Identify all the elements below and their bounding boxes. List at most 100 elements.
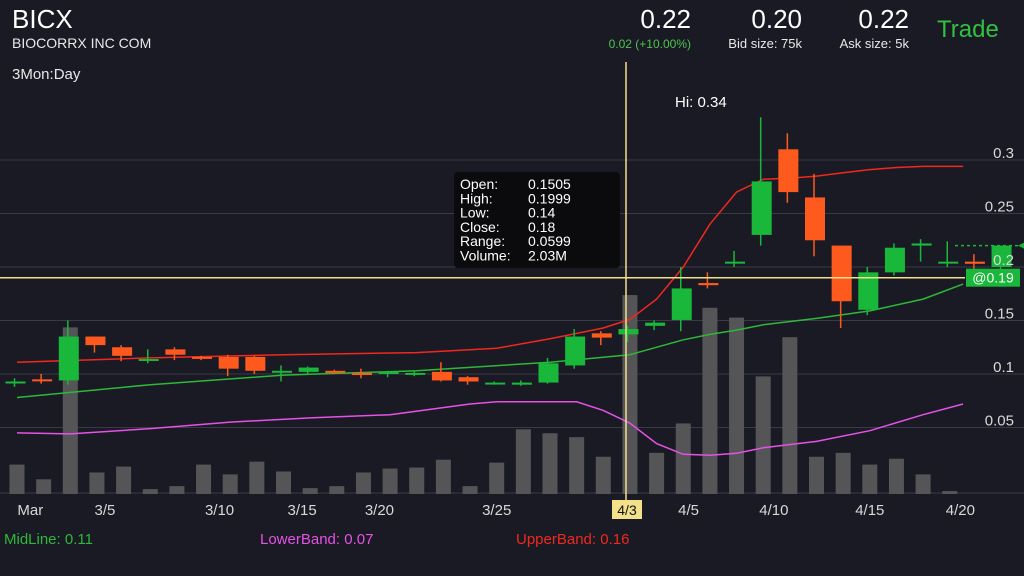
trade-button[interactable]: Trade [937, 16, 999, 43]
lowerband-line [16, 401, 964, 457]
y-tick-label: 0.1 [993, 359, 1014, 376]
crosshair-date-label: 4/3 [617, 502, 637, 518]
last-price-arrow [1018, 242, 1024, 249]
volume-bar [888, 458, 904, 494]
y-tick-label: 0.25 [985, 199, 1014, 216]
last-price-marker [955, 242, 1024, 249]
volume-bar [595, 456, 611, 494]
candle-body [858, 272, 879, 310]
midline-line [16, 283, 964, 399]
x-tick-label: 3/20 [365, 502, 394, 519]
crosshair-date-box [612, 500, 642, 519]
volume-bar [142, 489, 158, 494]
candle-body [751, 181, 772, 235]
bid-size: Bid size: 75k [728, 36, 802, 51]
period-label[interactable]: 3Mon:Day [12, 66, 81, 83]
volume-bar [702, 307, 718, 494]
volume-bar [222, 474, 238, 494]
volume-bar [36, 479, 52, 494]
tooltip-label: Volume: [460, 248, 511, 264]
crosshair-price-label: @0.19 [972, 270, 1014, 286]
ohlc-tooltip: Open: 0.1505 High: 0.1999 Low: 0.14 Close: 0.18… [454, 172, 620, 268]
candle-body [245, 356, 266, 371]
candle-body [884, 247, 905, 273]
tooltip-value: 2.03M [528, 248, 567, 264]
ask-price: 0.22 [858, 4, 909, 34]
tooltip-value: 0.18 [528, 219, 555, 235]
tooltip-value: 0.1505 [528, 176, 571, 192]
candle-body [698, 283, 719, 286]
volume-bar [276, 471, 291, 494]
x-tick-label: 3/15 [288, 502, 317, 519]
candle-body [511, 382, 532, 385]
high-marker-label: Hi: 0.34 [675, 94, 727, 111]
candle-body [58, 336, 79, 381]
volume-bar [329, 486, 345, 494]
candle-body [218, 356, 239, 369]
candle-body [85, 336, 106, 346]
candle-body [831, 245, 852, 302]
y-tick-label: 0.15 [985, 306, 1014, 323]
x-tick-label: Mar [17, 502, 43, 519]
price-change: 0.02 (+10.00%) [608, 37, 691, 51]
volume-bar [435, 459, 451, 494]
volume-bar [915, 474, 931, 494]
volume-bar [755, 376, 771, 494]
volume-bar [675, 423, 691, 494]
volume-bar [782, 337, 798, 494]
tooltip-label: Range: [460, 233, 505, 249]
last-price: 0.22 [640, 4, 691, 34]
volume-bar [196, 464, 212, 494]
volume-bar [569, 437, 585, 494]
candle-body [645, 322, 666, 326]
y-tick-label: 0.3 [993, 145, 1014, 162]
candle-body [591, 333, 612, 338]
volume-bar [809, 456, 824, 494]
candle-body [32, 379, 53, 382]
bid-price: 0.20 [751, 4, 802, 34]
volume-bar [622, 295, 638, 494]
crosshair-price-box [966, 268, 1020, 287]
ticker-symbol: BICX [12, 4, 73, 34]
candle-body [138, 359, 159, 362]
candle-body [671, 288, 692, 320]
candle-body [618, 329, 639, 335]
candle-body [112, 347, 133, 356]
candle-body [325, 370, 346, 373]
volume-bar [542, 433, 558, 494]
tooltip-background [454, 172, 620, 268]
ask-size: Ask size: 5k [839, 36, 909, 51]
y-tick-label: 0.2 [993, 252, 1014, 269]
volume-bar [489, 462, 505, 494]
tooltip-value: 0.0599 [528, 233, 571, 249]
volume-bar [942, 491, 958, 494]
candle-body [5, 381, 26, 384]
bands [16, 165, 964, 457]
volume-bar [302, 488, 318, 494]
volume-bar [515, 429, 531, 494]
candle-body [778, 149, 799, 193]
candle-body [805, 197, 825, 241]
tooltip-label: Low: [460, 205, 490, 221]
candle-body [911, 243, 932, 246]
tooltip-label: Open: [460, 176, 498, 192]
volume-bar [89, 472, 105, 494]
volume-bar [862, 464, 878, 494]
tooltip-label: High: [460, 190, 493, 206]
legend-lowerband: LowerBand: 0.07 [260, 531, 374, 548]
volume-bar [249, 461, 265, 494]
volume-bar [9, 464, 25, 494]
x-tick-label: 3/5 [95, 502, 116, 519]
volume-bar [462, 486, 478, 494]
volume-bar [355, 472, 371, 494]
candle-body [964, 261, 985, 264]
x-tick-label: 3/10 [205, 502, 234, 519]
candle-body [192, 356, 213, 359]
candle-body [991, 245, 1012, 267]
volume-bar [409, 467, 425, 494]
candle-body [272, 370, 292, 373]
candles [5, 117, 1012, 387]
tooltip-value: 0.14 [528, 205, 555, 221]
candle-body [351, 372, 372, 376]
